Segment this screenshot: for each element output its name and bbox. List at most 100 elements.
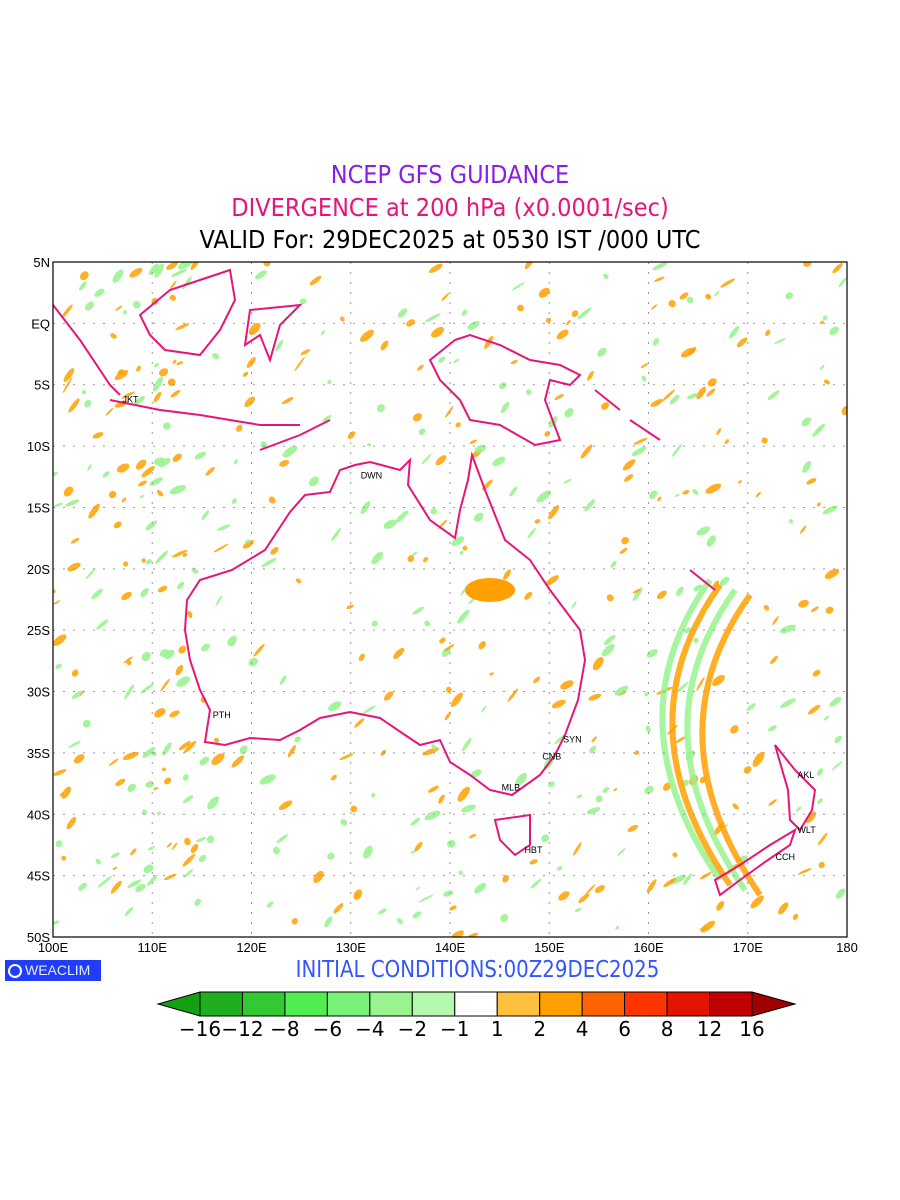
divergence-patch — [640, 362, 649, 369]
convergence-patch — [470, 769, 482, 778]
divergence-patch — [663, 877, 676, 888]
latitude-label: 5N — [33, 255, 50, 270]
city-label-syn: SYN — [563, 734, 582, 744]
divergence-patch — [538, 287, 550, 298]
divergence-patch — [347, 431, 356, 440]
convergence-patch — [424, 620, 431, 627]
convergence-patch — [595, 795, 603, 803]
convergence-patch — [363, 705, 376, 714]
south-island-nz — [713, 827, 797, 897]
divergence-patch — [770, 655, 778, 665]
convergence-patch — [145, 520, 158, 531]
convergence-patch — [199, 756, 209, 766]
convergence-patch — [279, 675, 287, 685]
convergence-patch — [819, 364, 825, 371]
convergence-patch — [383, 519, 397, 529]
convergence-patch — [206, 835, 215, 844]
divergence-patch — [429, 263, 443, 274]
convergence-patch — [152, 376, 163, 392]
divergence-patch — [291, 918, 298, 925]
convergence-patch — [652, 262, 668, 271]
convergence-patch — [124, 907, 134, 917]
new-guinea-coast — [428, 333, 582, 447]
divergence-patch — [449, 905, 457, 911]
convergence-patch — [788, 519, 794, 524]
convergence-patch — [459, 550, 464, 555]
convergence-patch — [331, 527, 342, 542]
divergence-patch — [53, 769, 67, 776]
divergence-patch — [178, 741, 191, 751]
convergence-patch — [500, 401, 510, 414]
convergence-patch — [327, 379, 332, 385]
latitude-labels: 5N EQ 5S 10S 15S 20S 25S 30S 35S 40S 45S 50S — [27, 255, 50, 945]
convergence-patch — [182, 795, 194, 804]
convergence-patch — [322, 415, 332, 422]
divergence-patch — [53, 600, 61, 605]
convergence-patch — [194, 451, 206, 460]
divergence-patch — [818, 861, 825, 869]
divergence-patch — [123, 656, 133, 664]
latitude-label: 30S — [27, 685, 50, 700]
divergence-patch — [61, 304, 73, 318]
convergence-patch — [509, 486, 518, 497]
divergence-patch — [346, 604, 354, 610]
convergence-patch — [574, 907, 582, 913]
convergence-patch — [102, 471, 110, 478]
convergence-patch — [245, 539, 250, 544]
divergence-patch — [799, 525, 807, 534]
convergence-patch — [272, 846, 281, 855]
convergence-patch — [515, 772, 527, 786]
colorbar-swatch — [241, 991, 286, 1017]
divergence-patch — [170, 280, 177, 289]
convergence-patch — [53, 920, 60, 925]
convergence-patch — [395, 510, 409, 523]
convergence-patch — [378, 908, 387, 915]
divergence-patch — [167, 378, 176, 387]
convergence-patch — [153, 457, 165, 465]
divergence-patch — [156, 489, 164, 497]
convergence-patch — [153, 363, 160, 368]
divergence-patch — [121, 591, 132, 601]
convergence-patch — [571, 601, 577, 609]
convergence-patch — [511, 282, 525, 291]
convergence-patch — [266, 901, 274, 908]
divergence-patch — [414, 841, 423, 851]
divergence-patch — [807, 704, 821, 715]
divergence-patch — [810, 606, 819, 613]
divergence-patch — [450, 692, 463, 707]
divergence-patch — [778, 902, 789, 915]
divergence-patch — [688, 347, 697, 355]
divergence-patch — [450, 930, 464, 937]
divergence-patch — [663, 782, 672, 791]
convergence-patch — [147, 874, 158, 886]
convergence-patch — [176, 581, 185, 590]
convergence-patch — [182, 774, 189, 781]
divergence-band — [699, 593, 763, 897]
divergence-patch — [166, 842, 173, 848]
divergence-patch — [270, 547, 279, 555]
divergence-patch — [587, 370, 594, 381]
divergence-patch — [164, 777, 172, 785]
divergence-patch — [720, 278, 736, 288]
divergence-patch — [160, 678, 170, 692]
convergence-patch — [261, 558, 277, 568]
convergence-patch — [418, 894, 434, 903]
convergence-patch — [780, 698, 796, 708]
divergence-patch — [172, 549, 188, 558]
divergence-patch — [825, 606, 834, 614]
convergence-patch — [457, 609, 470, 624]
convergence-patch — [425, 313, 441, 323]
convergence-patch — [124, 684, 135, 700]
divergence-patch — [263, 262, 271, 267]
divergence-patch — [469, 439, 477, 444]
convergence-patch — [614, 685, 628, 696]
convergence-patch — [564, 408, 574, 418]
convergence-patch — [71, 690, 83, 699]
convergence-patch — [127, 783, 136, 793]
convergence-patch — [670, 874, 687, 885]
divergence-patch — [141, 466, 155, 478]
convergence-patch — [134, 396, 145, 406]
divergence-patch — [768, 799, 777, 806]
convergence-patch — [577, 307, 592, 320]
divergence-patch — [287, 745, 297, 758]
